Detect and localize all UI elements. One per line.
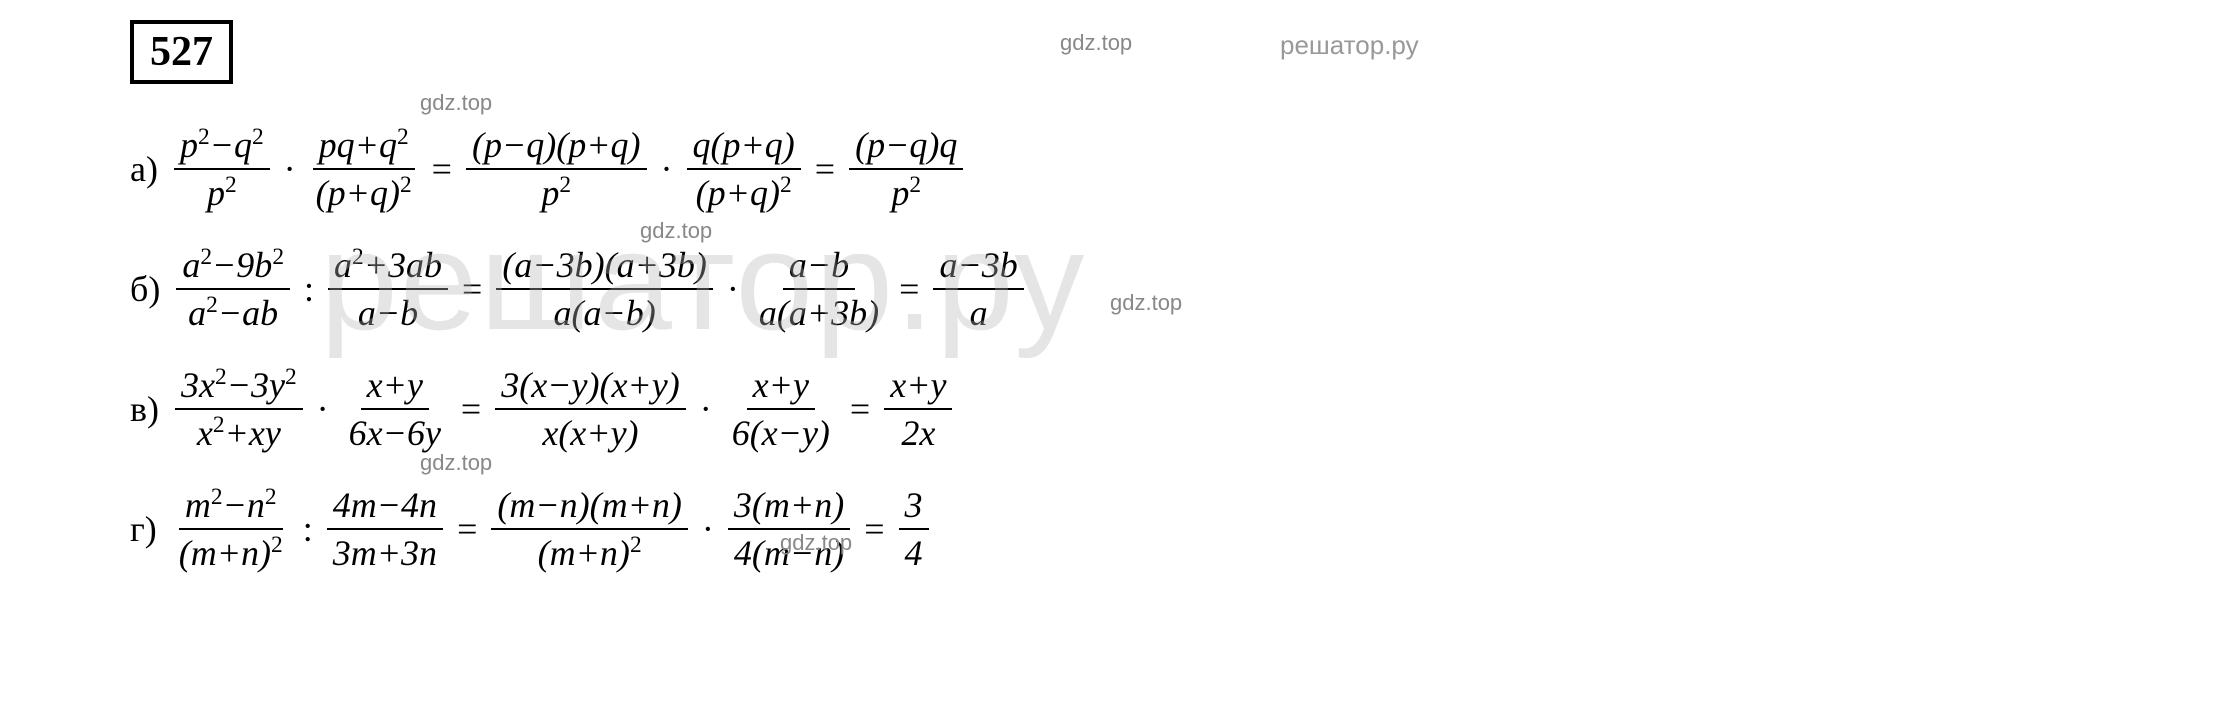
operator: ·	[702, 508, 714, 550]
fraction: a−3ba	[933, 244, 1023, 334]
equation-row: б)a2−9b2a2−ab:a2+3aba−b=(a−3b)(a+3b)a(a−…	[130, 244, 2222, 334]
fraction-numerator: m2−n2	[179, 484, 283, 530]
operator: =	[461, 388, 481, 430]
fraction-denominator: (p+q)2	[310, 170, 418, 214]
operator: =	[462, 268, 482, 310]
fraction-numerator: a−b	[783, 244, 855, 290]
fraction-denominator: 3m+3n	[327, 530, 443, 574]
fraction: 3(m+n)4(m−n)	[728, 484, 850, 574]
fraction: q(p+q)(p+q)2	[687, 124, 801, 214]
operator: ·	[284, 148, 296, 190]
fraction: x+y6(x−y)	[726, 364, 836, 454]
equation-label: б)	[130, 268, 160, 310]
problem-number: 527	[130, 20, 233, 84]
operator: :	[304, 268, 314, 310]
operator: =	[432, 148, 452, 190]
fraction-numerator: q(p+q)	[687, 124, 801, 170]
fraction-numerator: 4m−4n	[327, 484, 443, 530]
watermark-reshator: решатор.ру	[1280, 30, 1419, 61]
equation-label: а)	[130, 148, 158, 190]
fraction-denominator: a−b	[352, 290, 424, 334]
fraction-denominator: a	[964, 290, 994, 334]
watermark-gdz: gdz.top	[420, 450, 492, 476]
fraction-denominator: (p+q)2	[690, 170, 798, 214]
fraction: pq+q2(p+q)2	[310, 124, 418, 214]
fraction-denominator: (m+n)2	[173, 530, 289, 574]
fraction: 34	[899, 484, 929, 574]
fraction: 4m−4n3m+3n	[327, 484, 443, 574]
fraction-numerator: pq+q2	[313, 124, 415, 170]
operator: ·	[700, 388, 712, 430]
fraction-denominator: a(a−b)	[547, 290, 661, 334]
fraction: a−ba(a+3b)	[753, 244, 885, 334]
operator: =	[850, 388, 870, 430]
fraction-numerator: a2−9b2	[176, 244, 290, 290]
fraction: (p−q)(p+q)p2	[466, 124, 647, 214]
watermark-gdz: gdz.top	[420, 90, 492, 116]
fraction-numerator: a−3b	[933, 244, 1023, 290]
fraction-numerator: x+y	[747, 364, 815, 410]
operator: ·	[661, 148, 673, 190]
fraction: 3(x−y)(x+y)x(x+y)	[495, 364, 685, 454]
fraction-denominator: 6x−6y	[343, 410, 447, 454]
equations-container: а)p2−q2p2·pq+q2(p+q)2=(p−q)(p+q)p2·q(p+q…	[130, 124, 2222, 574]
equation-label: в)	[130, 388, 159, 430]
operator: =	[815, 148, 835, 190]
fraction-denominator: a(a+3b)	[753, 290, 885, 334]
fraction: (a−3b)(a+3b)a(a−b)	[496, 244, 713, 334]
fraction-denominator: 6(x−y)	[726, 410, 836, 454]
operator: ·	[317, 388, 329, 430]
fraction-denominator: x2+xy	[191, 410, 287, 454]
fraction: m2−n2(m+n)2	[173, 484, 289, 574]
equation-label: г)	[130, 508, 157, 550]
fraction-numerator: (a−3b)(a+3b)	[496, 244, 713, 290]
fraction: x+y2x	[884, 364, 952, 454]
fraction-denominator: (m+n)2	[532, 530, 648, 574]
fraction-numerator: (m−n)(m+n)	[491, 484, 688, 530]
fraction-denominator: 4	[899, 530, 929, 574]
fraction-numerator: x+y	[361, 364, 429, 410]
fraction-numerator: 3	[899, 484, 929, 530]
fraction-numerator: (p−q)(p+q)	[466, 124, 647, 170]
fraction-denominator: p2	[885, 170, 927, 214]
watermark-gdz: gdz.top	[640, 218, 712, 244]
fraction-numerator: a2+3ab	[328, 244, 448, 290]
equation-row: г)m2−n2(m+n)2:4m−4n3m+3n=(m−n)(m+n)(m+n)…	[130, 484, 2222, 574]
operator: =	[899, 268, 919, 310]
fraction-denominator: 2x	[895, 410, 941, 454]
fraction: a2−9b2a2−ab	[176, 244, 290, 334]
operator: =	[457, 508, 477, 550]
fraction: p2−q2p2	[174, 124, 270, 214]
fraction-numerator: 3(m+n)	[728, 484, 850, 530]
fraction: a2+3aba−b	[328, 244, 448, 334]
fraction-denominator: p2	[535, 170, 577, 214]
watermark-gdz: gdz.top	[780, 530, 852, 556]
operator: =	[864, 508, 884, 550]
fraction-denominator: p2	[201, 170, 243, 214]
fraction-numerator: p2−q2	[174, 124, 270, 170]
operator: ·	[727, 268, 739, 310]
equation-row: в)3x2−3y2x2+xy·x+y6x−6y=3(x−y)(x+y)x(x+y…	[130, 364, 2222, 454]
fraction: (m−n)(m+n)(m+n)2	[491, 484, 688, 574]
fraction-numerator: 3x2−3y2	[175, 364, 303, 410]
equation-row: а)p2−q2p2·pq+q2(p+q)2=(p−q)(p+q)p2·q(p+q…	[130, 124, 2222, 214]
operator: :	[303, 508, 313, 550]
fraction: 3x2−3y2x2+xy	[175, 364, 303, 454]
fraction-numerator: x+y	[884, 364, 952, 410]
fraction: x+y6x−6y	[343, 364, 447, 454]
fraction-denominator: x(x+y)	[536, 410, 644, 454]
fraction-denominator: a2−ab	[182, 290, 284, 334]
watermark-gdz: gdz.top	[1110, 290, 1182, 316]
fraction-numerator: (p−q)q	[849, 124, 963, 170]
fraction: (p−q)qp2	[849, 124, 963, 214]
watermark-gdz: gdz.top	[1060, 30, 1132, 56]
fraction-numerator: 3(x−y)(x+y)	[495, 364, 685, 410]
